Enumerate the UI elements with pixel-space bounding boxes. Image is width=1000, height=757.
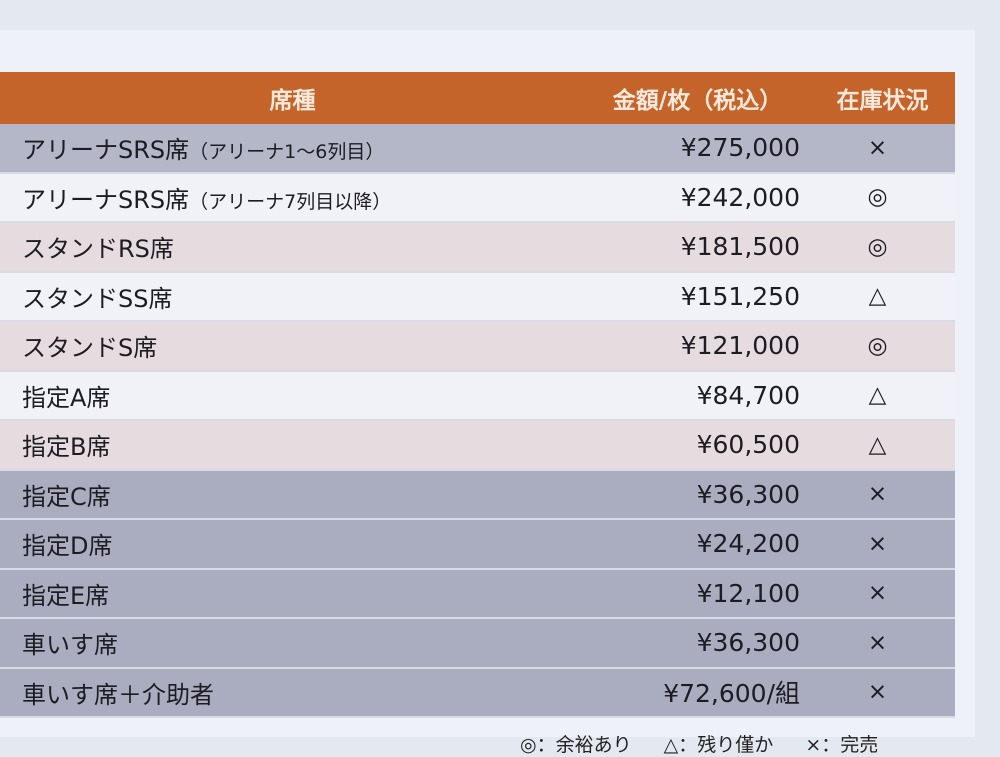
price: ¥36,300 [696, 628, 800, 658]
table-row: 車いす席 ¥36,300 × [0, 619, 955, 669]
price-table: 席種 金額/枚（税込） 在庫状況 アリーナSRS席（アリーナ1〜6列目） ¥27… [0, 72, 955, 718]
seat-name: 指定E席 [22, 581, 110, 610]
price: ¥181,500 [680, 232, 800, 262]
seat-name: 指定B席 [22, 433, 111, 462]
seat-name: アリーナSRS席 [22, 136, 190, 165]
table-row: アリーナSRS席（アリーナ7列目以降） ¥242,000 ◎ [0, 173, 955, 223]
price: ¥242,000 [680, 182, 800, 212]
table-row: スタンドS席 ¥121,000 ◎ [0, 322, 955, 372]
stock-status: × [867, 134, 888, 161]
price: ¥121,000 [680, 331, 800, 361]
seat-type: スタンドRS席 [0, 229, 575, 264]
price: ¥12,100 [696, 578, 800, 608]
seat-type: 車いす席＋介助者 [0, 675, 575, 710]
seat-type: 指定E席 [0, 576, 575, 611]
price: ¥275,000 [680, 133, 800, 163]
price: ¥151,250 [680, 281, 800, 311]
legend-sold-out: ×：完売 [805, 734, 879, 756]
seat-type: 指定B席 [0, 427, 575, 462]
seat-type: スタンドS席 [0, 328, 575, 363]
price: ¥36,300 [696, 479, 800, 509]
table-row: 指定E席 ¥12,100 × [0, 569, 955, 619]
legend: ◎：余裕あり △：残り僅か ×：完売 [520, 730, 900, 757]
seat-name: 車いす席 [22, 631, 118, 660]
seat-name: 指定D席 [22, 532, 113, 561]
stock-status: △ [868, 382, 887, 409]
seat-name: アリーナSRS席 [22, 185, 190, 214]
table-header: 席種 金額/枚（税込） 在庫状況 [0, 72, 955, 124]
legend-available: ◎：余裕あり [520, 734, 632, 756]
price: ¥84,700 [696, 380, 800, 410]
table-row: 指定D席 ¥24,200 × [0, 520, 955, 570]
stock-status: △ [868, 431, 887, 458]
seat-type: 指定A席 [0, 378, 575, 413]
seat-name: 指定A席 [22, 383, 111, 412]
seat-note: （アリーナ7列目以降） [189, 190, 392, 213]
table-row: アリーナSRS席（アリーナ1〜6列目） ¥275,000 × [0, 124, 955, 174]
stock-status: × [867, 530, 888, 557]
seat-name: 車いす席＋介助者 [22, 680, 214, 709]
seat-type: アリーナSRS席（アリーナ1〜6列目） [0, 130, 575, 165]
stock-status: × [867, 679, 888, 706]
price: ¥60,500 [696, 430, 800, 460]
header-price: 金額/枚（税込） [612, 88, 783, 114]
table-row: スタンドRS席 ¥181,500 ◎ [0, 223, 955, 273]
legend-few-left: △：残り僅か [663, 734, 774, 756]
stock-status: × [867, 629, 888, 656]
table-row: 車いす席＋介助者 ¥72,600/組 × [0, 668, 955, 718]
price-sheet: 席種 金額/枚（税込） 在庫状況 アリーナSRS席（アリーナ1〜6列目） ¥27… [0, 30, 975, 756]
stock-status: ◎ [867, 233, 888, 260]
price: ¥24,200 [696, 529, 800, 559]
seat-name: スタンドSS席 [22, 284, 173, 313]
table-row: 指定B席 ¥60,500 △ [0, 421, 955, 471]
table-row: 指定C席 ¥36,300 × [0, 470, 955, 520]
seat-type: アリーナSRS席（アリーナ7列目以降） [0, 180, 575, 215]
table-row: スタンドSS席 ¥151,250 △ [0, 272, 955, 322]
seat-type: 指定C席 [0, 477, 575, 512]
header-stock: 在庫状況 [836, 88, 929, 114]
stock-status: △ [868, 283, 887, 310]
stock-status: ◎ [867, 332, 888, 359]
seat-name: 指定C席 [22, 482, 111, 511]
table-row: 指定A席 ¥84,700 △ [0, 371, 955, 421]
seat-type: 指定D席 [0, 526, 575, 561]
seat-note: （アリーナ1〜6列目） [189, 141, 385, 164]
stock-status: ◎ [867, 184, 888, 211]
stock-status: × [867, 481, 888, 508]
stock-status: × [867, 580, 888, 607]
seat-type: スタンドSS席 [0, 279, 575, 314]
header-seat-type: 席種 [269, 88, 316, 114]
seat-type: 車いす席 [0, 625, 575, 660]
price: ¥72,600/組 [663, 679, 800, 709]
seat-name: スタンドRS席 [22, 235, 174, 264]
seat-name: スタンドS席 [22, 334, 158, 363]
